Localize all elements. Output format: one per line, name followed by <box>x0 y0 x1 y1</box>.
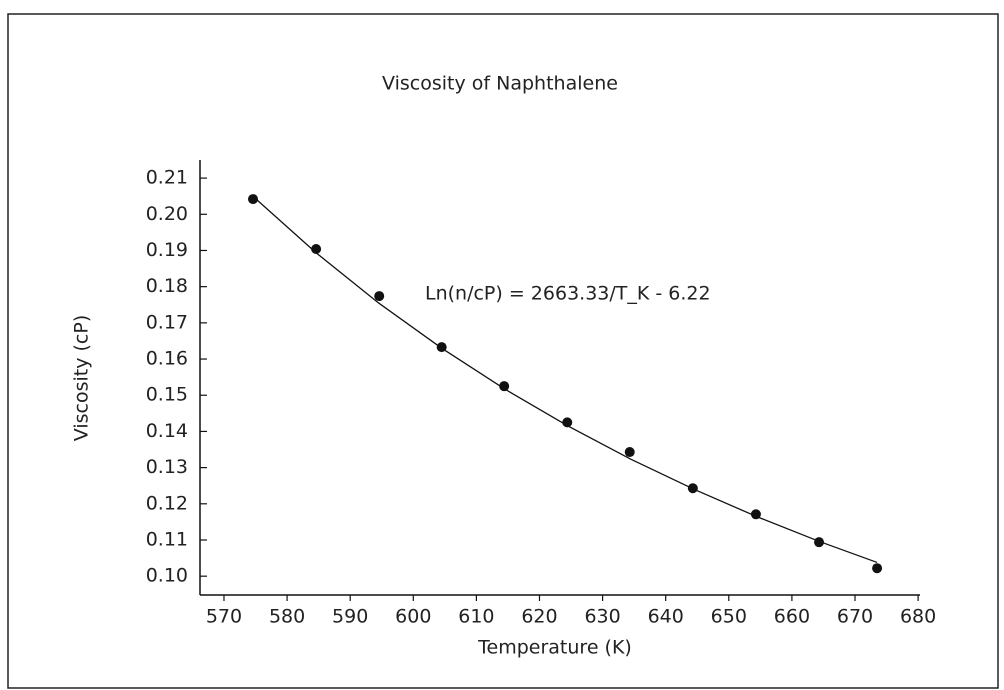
data-point <box>311 244 322 255</box>
chart-title: Viscosity of Naphthalene <box>382 73 618 95</box>
fit-curve <box>251 195 878 564</box>
x-tick-label: 590 <box>332 606 368 628</box>
data-point <box>562 417 573 428</box>
y-tick-label: 0.21 <box>146 167 188 189</box>
y-tick-label: 0.15 <box>146 384 188 406</box>
data-point <box>436 342 447 353</box>
data-point <box>750 509 761 520</box>
y-tick-label: 0.16 <box>146 348 188 370</box>
x-tick-label: 600 <box>395 606 431 628</box>
data-point <box>248 194 259 205</box>
x-tick-label: 640 <box>648 606 684 628</box>
frame <box>7 13 999 689</box>
x-tick-label: 570 <box>206 606 242 628</box>
y-tick-label: 0.12 <box>146 492 188 514</box>
y-tick-label: 0.17 <box>146 311 188 333</box>
data-point <box>499 381 510 392</box>
data-point <box>374 291 385 302</box>
x-tick-label: 650 <box>711 606 747 628</box>
y-axis-label: Viscosity (cP) <box>71 315 93 441</box>
x-tick-label: 620 <box>521 606 557 628</box>
data-point <box>814 537 825 548</box>
y-tick-label: 0.11 <box>146 528 188 550</box>
x-tick-label: 680 <box>900 606 936 628</box>
data-point <box>624 447 635 458</box>
data-point <box>872 563 883 574</box>
y-tick-label: 0.20 <box>146 203 188 225</box>
data-point <box>687 483 698 494</box>
y-tick-label: 0.14 <box>146 420 188 442</box>
x-tick-label: 660 <box>774 606 810 628</box>
x-tick-label: 580 <box>269 606 305 628</box>
x-tick-label: 610 <box>458 606 494 628</box>
y-tick-label: 0.18 <box>146 275 188 297</box>
x-axis-label: Temperature (K) <box>477 637 632 659</box>
annotation: Ln(n/cP) = 2663.33/T_K - 6.22 <box>425 283 711 305</box>
x-tick-label: 670 <box>837 606 873 628</box>
y-tick-label: 0.13 <box>146 456 188 478</box>
y-tick-label: 0.19 <box>146 239 188 261</box>
y-tick-label: 0.10 <box>146 565 188 587</box>
x-tick-label: 630 <box>584 606 620 628</box>
